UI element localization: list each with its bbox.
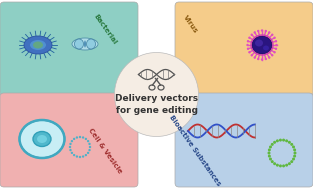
Circle shape bbox=[73, 138, 75, 140]
Circle shape bbox=[248, 51, 251, 53]
Circle shape bbox=[257, 58, 259, 60]
Circle shape bbox=[73, 154, 75, 156]
Circle shape bbox=[85, 138, 87, 140]
Circle shape bbox=[269, 158, 272, 160]
Circle shape bbox=[276, 139, 279, 142]
Circle shape bbox=[88, 143, 91, 145]
Circle shape bbox=[250, 54, 253, 57]
Circle shape bbox=[275, 48, 277, 50]
Circle shape bbox=[89, 146, 91, 148]
Circle shape bbox=[290, 143, 293, 146]
Circle shape bbox=[88, 149, 91, 151]
Text: Bacterial: Bacterial bbox=[92, 13, 118, 45]
Circle shape bbox=[293, 148, 296, 151]
Circle shape bbox=[76, 155, 78, 158]
Ellipse shape bbox=[74, 39, 84, 49]
Circle shape bbox=[282, 164, 285, 167]
Circle shape bbox=[271, 143, 274, 146]
Circle shape bbox=[268, 155, 271, 158]
Circle shape bbox=[273, 162, 276, 165]
Circle shape bbox=[273, 36, 276, 39]
Circle shape bbox=[69, 146, 71, 148]
Circle shape bbox=[82, 155, 84, 158]
Circle shape bbox=[247, 40, 249, 43]
Ellipse shape bbox=[255, 40, 263, 46]
Ellipse shape bbox=[252, 36, 272, 54]
Circle shape bbox=[275, 40, 277, 43]
Ellipse shape bbox=[19, 120, 64, 158]
Circle shape bbox=[288, 162, 291, 165]
Text: Delivery vectors
for gene editing: Delivery vectors for gene editing bbox=[115, 94, 198, 115]
Circle shape bbox=[293, 155, 296, 158]
Circle shape bbox=[247, 48, 249, 50]
Circle shape bbox=[264, 30, 267, 32]
Circle shape bbox=[269, 146, 272, 148]
Circle shape bbox=[285, 139, 288, 142]
Circle shape bbox=[264, 58, 267, 60]
Circle shape bbox=[248, 36, 251, 39]
Circle shape bbox=[250, 33, 253, 36]
Circle shape bbox=[76, 136, 78, 139]
Circle shape bbox=[254, 56, 256, 59]
Circle shape bbox=[87, 140, 89, 142]
Circle shape bbox=[290, 160, 293, 163]
Circle shape bbox=[279, 164, 282, 167]
Circle shape bbox=[257, 30, 259, 32]
Ellipse shape bbox=[72, 38, 98, 50]
Circle shape bbox=[254, 31, 256, 34]
Circle shape bbox=[261, 29, 263, 32]
Circle shape bbox=[285, 164, 288, 167]
Circle shape bbox=[261, 58, 263, 61]
Circle shape bbox=[69, 143, 72, 145]
Circle shape bbox=[271, 54, 274, 57]
Circle shape bbox=[292, 158, 295, 160]
Circle shape bbox=[273, 51, 276, 53]
Circle shape bbox=[79, 136, 81, 138]
Circle shape bbox=[268, 148, 271, 151]
Circle shape bbox=[279, 139, 282, 142]
Ellipse shape bbox=[84, 40, 86, 47]
Circle shape bbox=[71, 152, 73, 154]
Circle shape bbox=[275, 44, 278, 46]
Ellipse shape bbox=[37, 135, 47, 143]
Circle shape bbox=[71, 140, 73, 142]
Circle shape bbox=[268, 56, 270, 59]
FancyBboxPatch shape bbox=[0, 2, 138, 96]
Circle shape bbox=[87, 152, 89, 154]
Circle shape bbox=[82, 136, 84, 139]
Text: Bioactive Substances: Bioactive Substances bbox=[168, 115, 222, 187]
FancyBboxPatch shape bbox=[0, 93, 138, 187]
Ellipse shape bbox=[86, 39, 95, 49]
Circle shape bbox=[271, 33, 274, 36]
Ellipse shape bbox=[24, 36, 52, 54]
Ellipse shape bbox=[30, 40, 46, 50]
Text: Cell & Vesicle: Cell & Vesicle bbox=[87, 127, 123, 175]
Ellipse shape bbox=[33, 42, 43, 49]
Circle shape bbox=[69, 149, 72, 151]
Circle shape bbox=[276, 164, 279, 167]
Circle shape bbox=[79, 156, 81, 158]
Circle shape bbox=[271, 160, 274, 163]
Circle shape bbox=[268, 152, 270, 154]
FancyBboxPatch shape bbox=[175, 2, 313, 96]
Circle shape bbox=[273, 141, 276, 144]
Circle shape bbox=[288, 141, 291, 144]
Circle shape bbox=[115, 53, 198, 136]
FancyBboxPatch shape bbox=[175, 93, 313, 187]
Circle shape bbox=[294, 152, 296, 154]
Ellipse shape bbox=[33, 132, 51, 146]
Ellipse shape bbox=[263, 46, 269, 50]
Circle shape bbox=[246, 44, 249, 46]
Circle shape bbox=[292, 146, 295, 148]
Circle shape bbox=[268, 31, 270, 34]
Text: Virus: Virus bbox=[182, 14, 198, 34]
Circle shape bbox=[282, 139, 285, 142]
Circle shape bbox=[85, 154, 87, 156]
